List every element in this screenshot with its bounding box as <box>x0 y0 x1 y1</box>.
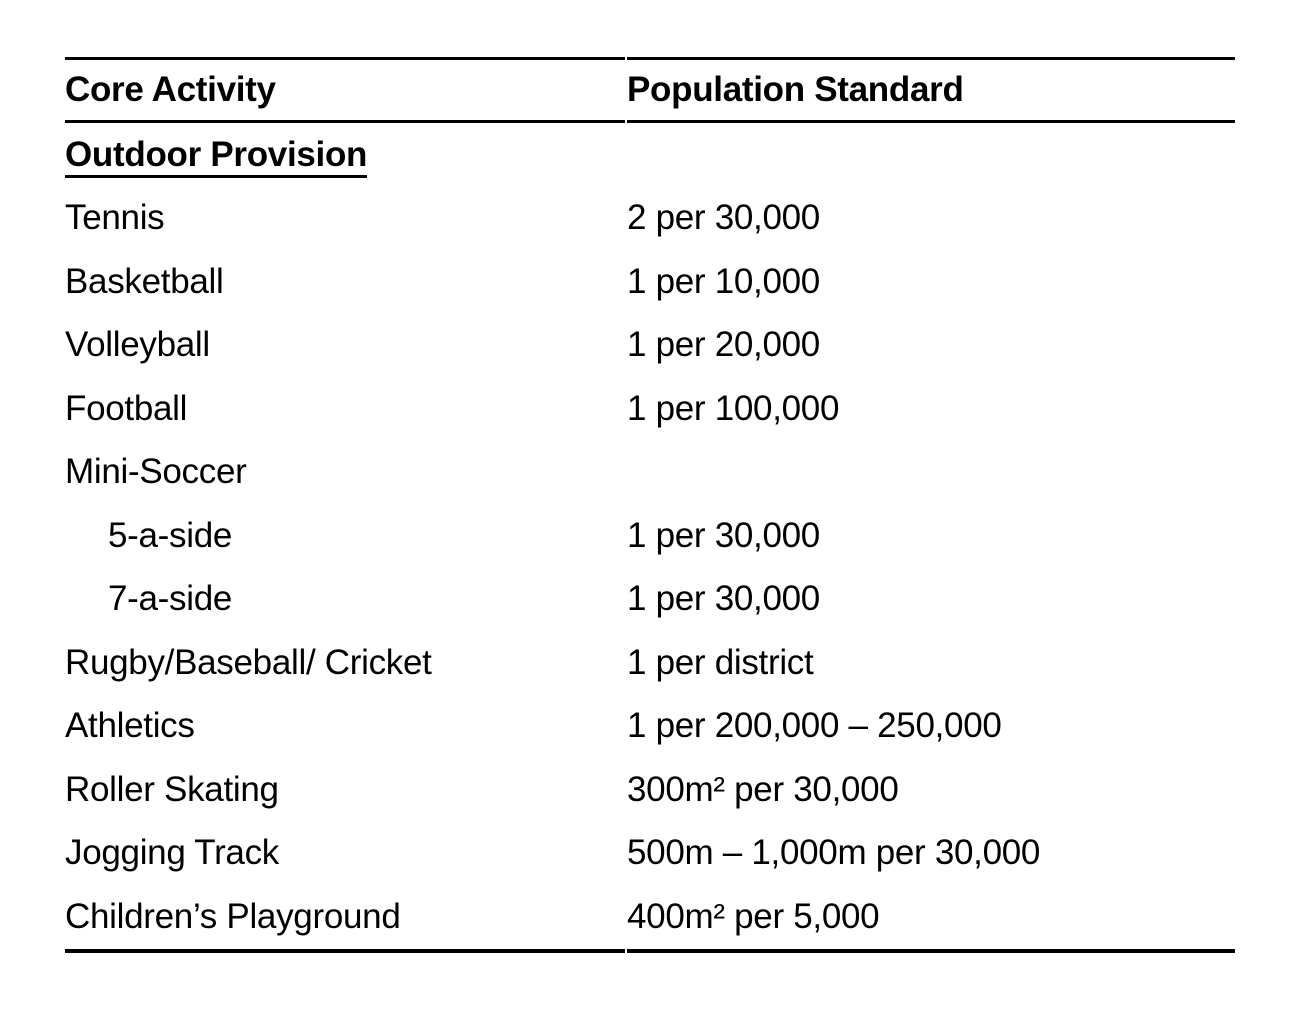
population-standard-column-header: Population Standard <box>627 57 1235 123</box>
standard-cell: 1 per 30,000 <box>627 579 820 618</box>
standard-cell: 1 per 30,000 <box>627 515 820 555</box>
table-row: Roller Skating 300m² per 30,000 <box>65 758 1235 822</box>
activity-cell: Mini-Soccer <box>65 452 247 491</box>
activity-cell: Volleyball <box>65 325 210 364</box>
table-row: Children’s Playground 400m² per 5,000 <box>65 885 1235 953</box>
activity-cell: Basketball <box>65 261 224 301</box>
table-row: 5-a-side 1 per 30,000 <box>65 504 1235 568</box>
section-heading-cell: Outdoor Provision <box>65 123 625 187</box>
activity-cell: 5-a-side <box>108 515 233 555</box>
standard-cell: 1 per district <box>627 642 814 682</box>
activity-cell: Children’s Playground <box>65 885 625 953</box>
standard-cell: 1 per 100,000 <box>627 388 840 428</box>
table-row: Rugby/Baseball/ Cricket 1 per district <box>65 631 1235 695</box>
standard-cell: 500m – 1,000m per 30,000 <box>627 833 1041 872</box>
table-row: Tennis 2 per 30,000 <box>65 187 1235 251</box>
activity-cell: 7-a-side <box>108 579 233 618</box>
table-row: Football 1 per 100,000 <box>65 377 1235 441</box>
section-heading-row: Outdoor Provision <box>65 123 1235 187</box>
activity-cell: Rugby/Baseball/ Cricket <box>65 642 432 682</box>
table-row: Volleyball 1 per 20,000 <box>65 314 1235 378</box>
core-activity-column-header: Core Activity <box>65 57 625 123</box>
standard-cell: 2 per 30,000 <box>627 198 820 237</box>
standard-cell: 1 per 200,000 – 250,000 <box>627 706 1002 745</box>
activity-cell: Athletics <box>65 706 195 745</box>
table-row: Basketball 1 per 10,000 <box>65 250 1235 314</box>
table-row: Athletics 1 per 200,000 – 250,000 <box>65 695 1235 759</box>
standard-cell: 400m² per 5,000 <box>627 885 1235 953</box>
standard-cell: 1 per 10,000 <box>627 261 820 301</box>
activity-cell: Tennis <box>65 198 165 237</box>
standard-cell: 1 per 20,000 <box>627 325 820 364</box>
activity-cell: Roller Skating <box>65 769 279 809</box>
table-row: Jogging Track 500m – 1,000m per 30,000 <box>65 822 1235 886</box>
activity-cell: Jogging Track <box>65 833 279 872</box>
standard-cell <box>627 441 1235 505</box>
standard-cell <box>627 123 1235 187</box>
table-row: Mini-Soccer <box>65 441 1235 505</box>
table-header-row: Core Activity Population Standard <box>65 57 1235 123</box>
provision-standards-table: Core Activity Population Standard Outdoo… <box>63 57 1237 953</box>
section-heading-outdoor-provision: Outdoor Provision <box>65 134 367 178</box>
standard-cell: 300m² per 30,000 <box>627 769 899 809</box>
activity-cell: Football <box>65 388 188 428</box>
table-row: 7-a-side 1 per 30,000 <box>65 568 1235 632</box>
